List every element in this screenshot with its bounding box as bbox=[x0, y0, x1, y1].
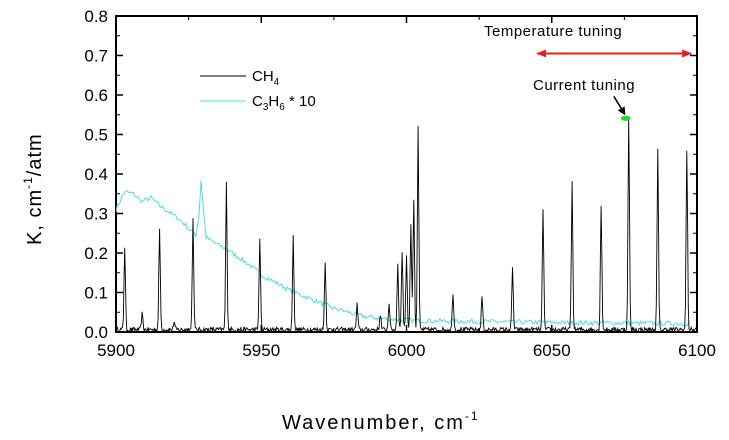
legend-ch4-sub: 4 bbox=[274, 77, 280, 88]
x-axis-title-sup: -1 bbox=[465, 409, 480, 423]
y-tick-label: 0.0 bbox=[84, 323, 108, 342]
legend: CH4 C3H6 * 10 bbox=[200, 68, 316, 113]
y-tick-label: 0.5 bbox=[84, 126, 108, 145]
current-tuning-marker bbox=[620, 115, 631, 121]
legend-c3h6-tail: * 10 bbox=[285, 93, 316, 110]
annotation-current-tuning: Current tuning bbox=[533, 77, 635, 121]
y-tick-label: 0.6 bbox=[84, 86, 108, 105]
y-tick-label: 0.3 bbox=[84, 205, 108, 224]
series-layer bbox=[115, 118, 698, 334]
series-ch4-line bbox=[115, 118, 698, 334]
legend-label-ch4: CH4 bbox=[252, 68, 280, 88]
y-axis-title: K, cm-1/atm bbox=[21, 133, 46, 245]
axes-layer: 5900 5950 6000 6050 6100 0.0 0.1 0.2 0.3 0.4 0.5 0.… bbox=[84, 7, 716, 360]
x-axis-title: Wavenumber, cm-1 bbox=[282, 409, 480, 434]
legend-ch4-base: CH bbox=[252, 68, 274, 85]
y-axis-title-sup: -1 bbox=[21, 176, 35, 189]
x-tick-label: 5900 bbox=[97, 341, 135, 360]
x-tick-label: 5950 bbox=[242, 341, 280, 360]
y-axis-title-tail: /atm bbox=[24, 133, 46, 176]
legend-c3h6-sub2: 6 bbox=[279, 102, 285, 113]
x-tick-label: 6050 bbox=[533, 341, 571, 360]
x-tick-label: 6100 bbox=[678, 341, 716, 360]
x-axis-title-main: Wavenumber, cm bbox=[282, 412, 465, 434]
annotation-temperature-tuning: Temperature tuning bbox=[484, 23, 693, 58]
y-tick-label: 0.7 bbox=[84, 47, 108, 66]
current-tuning-label: Current tuning bbox=[533, 77, 635, 94]
y-tick-label: 0.1 bbox=[84, 284, 108, 303]
plot-frame bbox=[115, 15, 698, 333]
legend-c3h6-base: C bbox=[252, 93, 263, 110]
legend-label-c3h6: C3H6 * 10 bbox=[252, 93, 316, 113]
y-tick-label: 0.2 bbox=[84, 244, 108, 263]
temperature-tuning-label: Temperature tuning bbox=[484, 23, 622, 40]
y-tick-label: 0.8 bbox=[84, 7, 108, 26]
y-axis-title-main: K, cm bbox=[24, 189, 46, 245]
y-tick-label: 0.4 bbox=[84, 165, 108, 184]
plot-border bbox=[115, 15, 698, 333]
current-tuning-arrow bbox=[613, 95, 626, 116]
series-c3h6-line bbox=[115, 180, 690, 327]
legend-c3h6-mid: H bbox=[268, 93, 279, 110]
legend-c3h6-sub: 3 bbox=[263, 102, 269, 113]
x-tick-label: 6000 bbox=[388, 341, 426, 360]
